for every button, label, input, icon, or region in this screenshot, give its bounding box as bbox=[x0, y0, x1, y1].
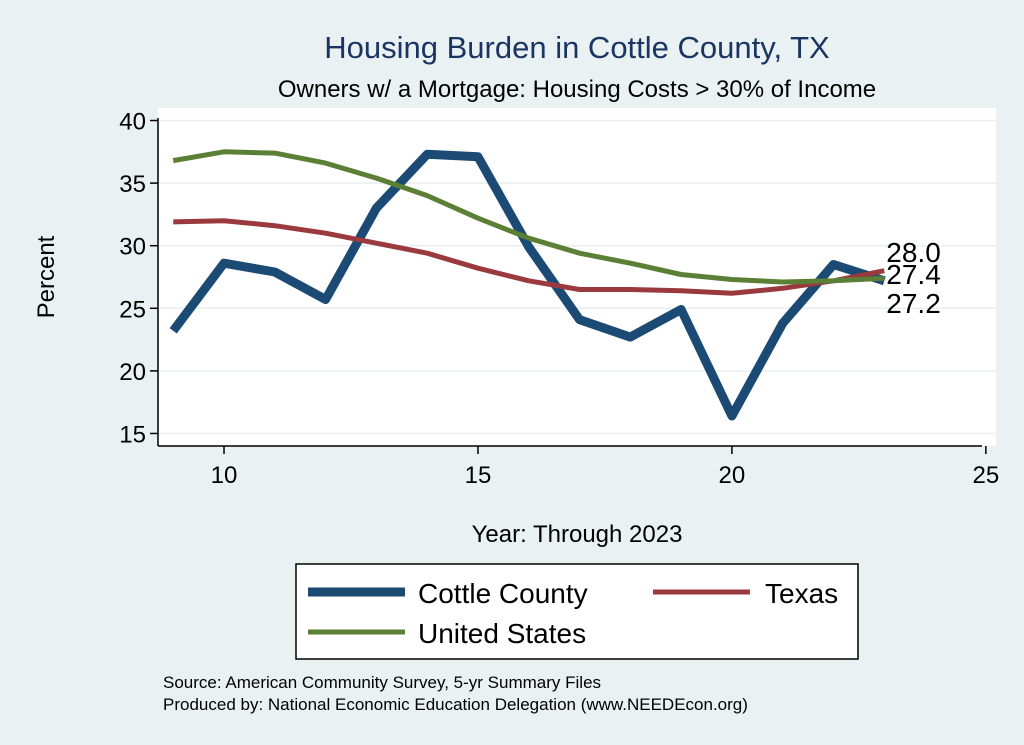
chart-title: Housing Burden in Cottle County, TX bbox=[324, 30, 830, 65]
y-tick-label-2: 25 bbox=[119, 296, 146, 323]
source-line-1: Source: American Community Survey, 5-yr … bbox=[163, 673, 601, 692]
legend-label-texas: Texas bbox=[765, 578, 838, 609]
end-label-2: 27.2 bbox=[886, 288, 941, 319]
series-line-united-states bbox=[172, 149, 885, 285]
legend-label-united-states: United States bbox=[418, 618, 586, 649]
series-line-cottle-county bbox=[169, 149, 886, 421]
legend-items: Cottle County Texas United States bbox=[308, 578, 838, 649]
y-tick-label-4: 35 bbox=[119, 171, 146, 198]
axes bbox=[150, 118, 987, 454]
legend: Cottle County Texas United States bbox=[295, 563, 859, 660]
end-label-1: 27.4 bbox=[886, 259, 941, 290]
legend-label-cottle-county: Cottle County bbox=[418, 578, 588, 609]
series-line-texas bbox=[173, 218, 885, 296]
y-axis-label: Percent bbox=[33, 235, 60, 318]
end-labels: 28.027.427.2 bbox=[886, 237, 941, 319]
end-label-0: 28.0 bbox=[886, 237, 941, 268]
x-tick-label-3: 25 bbox=[972, 462, 999, 489]
chart-subtitle: Owners w/ a Mortgage: Housing Costs > 30… bbox=[278, 76, 876, 103]
series-lines bbox=[169, 149, 886, 421]
y-tick-label-0: 15 bbox=[119, 421, 146, 448]
x-tick-label-2: 20 bbox=[719, 462, 746, 489]
y-tick-label-1: 20 bbox=[119, 359, 146, 386]
source-notes: Source: American Community Survey, 5-yr … bbox=[163, 673, 748, 714]
y-tick-label-3: 30 bbox=[119, 234, 146, 261]
source-line-2: Produced by: National Economic Education… bbox=[163, 695, 748, 714]
x-tick-label-0: 10 bbox=[211, 462, 238, 489]
x-tick-label-1: 15 bbox=[465, 462, 492, 489]
y-tick-label-5: 40 bbox=[119, 109, 146, 136]
tick-labels: 15 20 25 30 35 40 10 15 20 25 bbox=[119, 109, 999, 489]
x-axis-label: Year: Through 2023 bbox=[472, 521, 683, 548]
legend-box bbox=[295, 563, 859, 660]
